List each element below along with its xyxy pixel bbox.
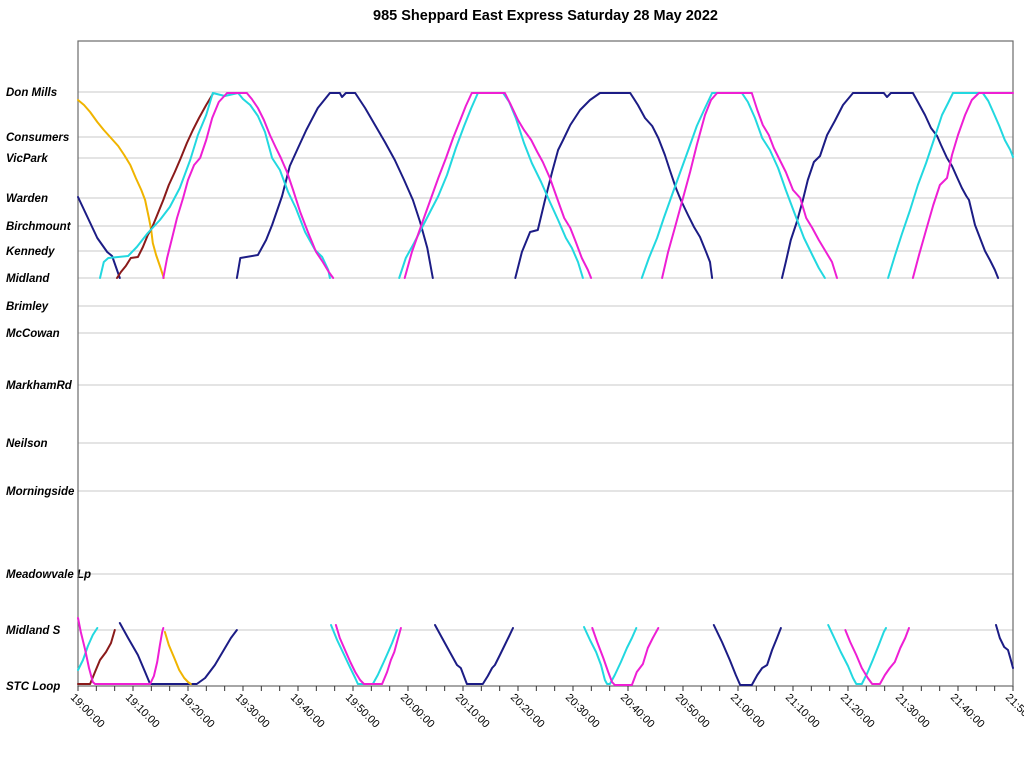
stop-label: Meadowvale Lp — [6, 569, 91, 581]
stop-label: Morningside — [6, 486, 75, 498]
trajectory-vehicle-magenta — [77, 617, 165, 685]
trajectory-vehicle-magenta — [591, 627, 660, 686]
x-axis-time-label: 19:10:00 — [123, 692, 162, 731]
x-axis-time-label: 20:50:00 — [673, 692, 712, 731]
trajectory-vehicle-orange — [163, 631, 192, 685]
trajectory-vehicle-cyan — [887, 92, 1014, 279]
x-axis-time-label: 19:00:00 — [68, 692, 107, 731]
trajectory-vehicle-cyan — [330, 624, 398, 685]
trajectory-vehicle-cyan — [640, 92, 826, 279]
x-axis-time-label: 19:50:00 — [343, 692, 382, 731]
x-axis-time-label: 20:20:00 — [508, 692, 547, 731]
trajectory-vehicle-cyan — [827, 624, 887, 685]
trajectory-vehicle-magenta — [911, 92, 1014, 279]
trajectory-vehicle-navy — [77, 196, 121, 279]
trajectory-vehicle-navy — [235, 92, 434, 279]
trajectory-vehicle-magenta — [162, 92, 335, 279]
x-axis-time-label: 21:10:00 — [783, 692, 822, 731]
stop-label: VicPark — [6, 153, 48, 165]
stop-label: Midland — [6, 273, 50, 285]
trajectory-vehicle-navy — [781, 92, 1000, 279]
x-axis-time-label: 19:40:00 — [288, 692, 327, 731]
trajectory-vehicle-magenta — [334, 624, 402, 685]
trajectory-vehicle-maroon — [77, 629, 116, 685]
stop-label: Brimley — [6, 301, 49, 313]
trajectory-vehicle-navy — [514, 92, 714, 279]
stop-label: McCowan — [6, 328, 60, 340]
trajectory-vehicle-cyan — [77, 627, 99, 671]
trajectory-vehicle-navy — [434, 624, 514, 685]
stop-label: MarkhamRd — [6, 380, 73, 392]
trajectory-vehicle-magenta — [661, 92, 838, 279]
x-axis-time-label: 20:00:00 — [398, 692, 437, 731]
chart-title: 985 Sheppard East Express Saturday 28 Ma… — [373, 8, 718, 24]
trajectory-vehicle-magenta — [844, 627, 910, 685]
x-axis-time-label: 21:00:00 — [728, 692, 767, 731]
trajectory-vehicle-cyan — [583, 626, 638, 685]
x-axis-time-label: 20:30:00 — [563, 692, 602, 731]
x-axis-time-label: 19:20:00 — [178, 692, 217, 731]
trajectory-vehicle-maroon — [116, 93, 214, 279]
trajectory-vehicle-navy — [118, 622, 238, 685]
stop-label: Don Mills — [6, 87, 57, 99]
stop-label: Kennedy — [6, 246, 55, 258]
stop-label: Midland S — [6, 625, 61, 637]
x-axis-time-label: 21:20:00 — [838, 692, 877, 731]
stop-label: Birchmount — [6, 221, 72, 233]
trajectory-vehicle-navy — [712, 624, 782, 686]
trajectory-vehicle-navy — [995, 624, 1014, 669]
x-axis-time-label: 21:40:00 — [948, 692, 987, 731]
trajectory-vehicle-cyan — [99, 92, 331, 279]
stop-label: Warden — [6, 193, 48, 205]
stop-label: Neilson — [6, 438, 48, 450]
trajectory-vehicle-orange — [77, 99, 165, 279]
x-axis-time-label: 21:50:00 — [1003, 692, 1024, 731]
x-axis-time-label: 21:30:00 — [893, 692, 932, 731]
trajectory-vehicle-magenta — [403, 92, 593, 279]
x-axis-time-label: 20:10:00 — [453, 692, 492, 731]
plot-border — [77, 40, 1014, 687]
x-axis-time-label: 20:40:00 — [618, 692, 657, 731]
stop-label: STC Loop — [6, 681, 60, 693]
x-axis-time-label: 19:30:00 — [233, 692, 272, 731]
stop-label: Consumers — [6, 132, 69, 144]
